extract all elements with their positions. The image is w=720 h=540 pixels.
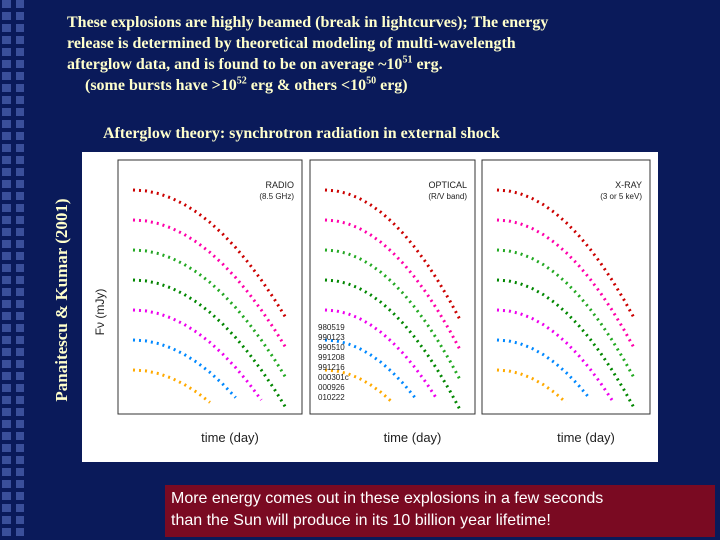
- decor-trace: [496, 188, 637, 321]
- panel-label: X-RAY: [615, 180, 642, 190]
- legend-entry: 000301c: [318, 373, 349, 382]
- decor-trace: [132, 308, 263, 401]
- decor-trace: [496, 218, 637, 351]
- panel-frame: [309, 159, 476, 415]
- superscript: 52: [236, 75, 247, 87]
- credit: Panaitescu & Kumar (2001): [52, 198, 71, 402]
- decor-trace: [496, 248, 637, 381]
- decor-trace: [496, 338, 591, 399]
- title-line: afterglow data, and is found to be on av…: [67, 54, 548, 75]
- panel-label: RADIO: [265, 180, 294, 190]
- decor-trace: [132, 218, 289, 351]
- legend-entry: 991208: [318, 353, 345, 362]
- legend-entry: 000926: [318, 383, 345, 392]
- title-text: erg & others <10: [246, 77, 367, 94]
- panel-label: OPTICAL: [428, 180, 467, 190]
- title-text: erg.: [412, 56, 443, 73]
- x-axis-label: time (day): [557, 430, 615, 445]
- note-box: More energy comes out in these explosion…: [165, 485, 715, 537]
- title-text: These explosions are highly beamed (brea…: [67, 14, 549, 31]
- panel-sublabel: (8.5 GHz): [259, 192, 294, 201]
- note-line: than the Sun will produce in its 10 bill…: [171, 512, 551, 529]
- legend-entry: 980519: [318, 323, 345, 332]
- decor-trace: [324, 308, 439, 401]
- decor-trace: [324, 368, 394, 404]
- legend-entry: 990123: [318, 333, 345, 342]
- y-axis-label: Fν (mJy): [93, 289, 107, 336]
- decor-trace: [132, 368, 211, 404]
- legend-entry: 990510: [318, 343, 345, 352]
- legend-entry: 010222: [318, 393, 345, 402]
- figure: RADIO (8.5 GHz) time (day) OPTICAL (R/V band…: [82, 152, 658, 462]
- title-line: release is determined by theoretical mod…: [67, 33, 548, 54]
- x-axis-label: time (day): [201, 430, 259, 445]
- title-line: (some bursts have >1052 erg & others <10…: [67, 75, 548, 96]
- decor-squares: [2, 0, 28, 540]
- superscript: 50: [366, 75, 377, 87]
- title-text: (some bursts have >10: [85, 77, 237, 94]
- panel-sublabel: (3 or 5 keV): [600, 192, 642, 201]
- decor-trace: [496, 278, 637, 411]
- slide-title: These explosions are highly beamed (brea…: [67, 12, 548, 96]
- decor-trace: [132, 338, 237, 399]
- legend-entry: 991216: [318, 363, 345, 372]
- note-line: More energy comes out in these explosion…: [171, 490, 604, 507]
- title-text: afterglow data, and is found to be on av…: [67, 56, 403, 73]
- decor-trace: [132, 278, 289, 411]
- figure-bg: [82, 152, 658, 462]
- x-axis-label: time (day): [384, 430, 442, 445]
- decor-trace: [496, 308, 614, 401]
- decor-trace: [132, 188, 289, 321]
- title-line: These explosions are highly beamed (brea…: [67, 12, 548, 33]
- panel-frame: [117, 159, 303, 415]
- title-text: release is determined by theoretical mod…: [67, 35, 516, 52]
- panel-frame: [481, 159, 651, 415]
- superscript: 51: [402, 54, 413, 66]
- subtitle: Afterglow theory: synchrotron radiation …: [103, 125, 500, 142]
- title-text: erg): [376, 77, 408, 94]
- panel-sublabel: (R/V band): [428, 192, 467, 201]
- decor-trace: [132, 248, 289, 381]
